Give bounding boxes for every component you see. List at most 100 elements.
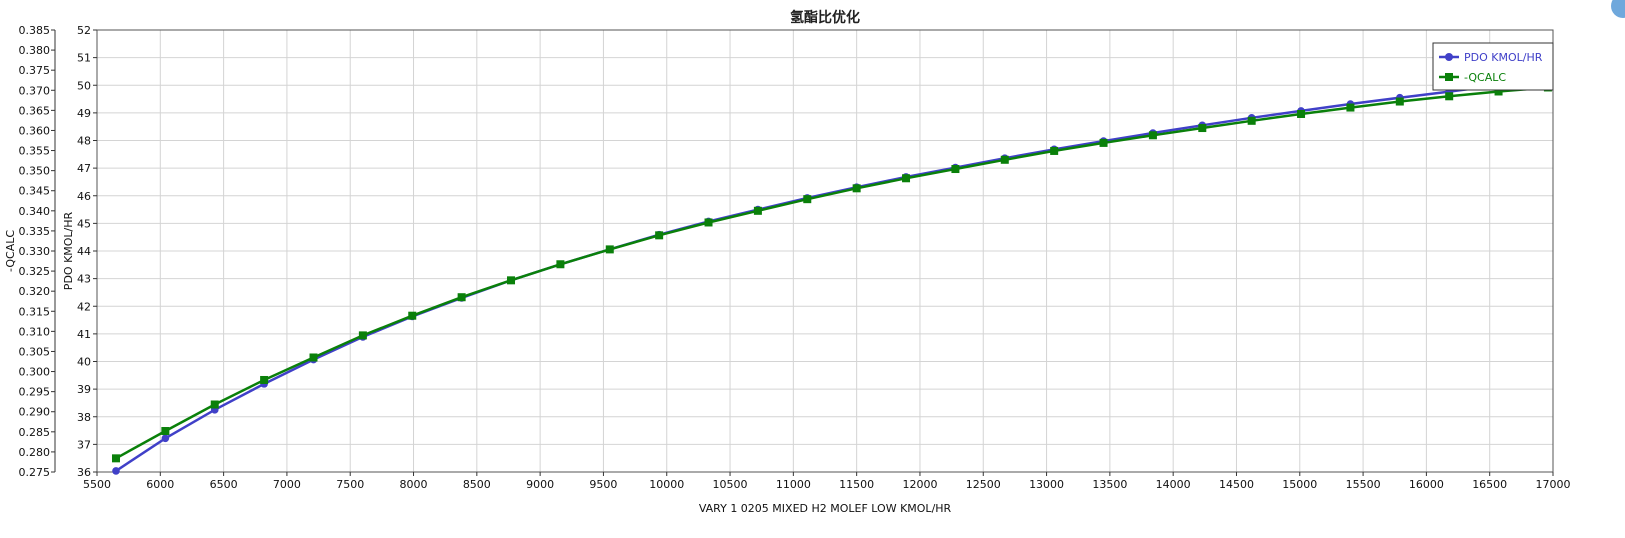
data-point [1494,87,1503,96]
data-point [161,434,170,443]
y-tick-label-pdo: 45 [77,217,91,230]
legend-item-pdo[interactable]: PDO KMOL/HR [1439,51,1543,64]
data-point [111,454,120,463]
y-tick-label-pdo: 47 [77,162,91,175]
y-tick-label-qcalc: 0.275 [19,466,51,479]
chart-title: 氢酯比优化 [790,9,860,26]
x-tick-label: 6500 [210,478,238,491]
x-tick-label: 16500 [1472,478,1507,491]
data-point [803,195,812,204]
x-tick-label: 6000 [146,478,174,491]
y-tick-label-qcalc: 0.285 [19,426,51,439]
x-tick-label: 5500 [83,478,111,491]
x-tick-label: 10000 [649,478,684,491]
data-point [260,375,269,384]
x-tick-label: 9500 [589,478,617,491]
y-axis-pdo: 36 37 38 39 40 41 42 43 44 45 46 47 48 49 50 51 52 [77,24,97,479]
series-qcalc [111,83,1552,463]
data-point [1000,155,1009,164]
data-point [1099,138,1108,147]
data-point [1247,116,1256,125]
y-tick-label-qcalc: 0.370 [19,84,51,97]
data-point [1050,146,1059,155]
legend-marker [1445,53,1453,61]
y-tick-label-pdo: 43 [77,273,91,286]
x-tick-label: 9000 [526,478,554,491]
x-tick-label: 14500 [1219,478,1254,491]
data-point [605,245,614,254]
y-tick-label-qcalc: 0.335 [19,225,51,238]
y-tick-label-pdo: 48 [77,135,91,148]
x-axis: 5500 6000 6500 7000 7500 8000 8500 9000 9500 1000… [83,472,1571,491]
x-tick-label: 15500 [1346,478,1381,491]
data-point [309,353,318,362]
y-tick-label-qcalc: 0.290 [19,406,51,419]
y-tick-label-pdo: 39 [77,383,91,396]
x-tick-label: 7000 [273,478,301,491]
y-tick-label-qcalc: 0.330 [19,245,51,258]
y-tick-label-qcalc: 0.340 [19,205,51,218]
data-point [655,231,664,240]
data-point [112,467,120,475]
data-point [556,260,565,269]
legend-box [1432,42,1554,91]
y-tick-label-qcalc: 0.295 [19,386,51,399]
y-tick-label-qcalc: 0.280 [19,446,51,459]
y-tick-label-qcalc: 0.360 [19,124,51,137]
legend[interactable]: PDO KMOL/HR -QCALC [1432,42,1554,91]
data-point [951,165,960,174]
y-tick-label-qcalc: 0.345 [19,185,51,198]
data-point [852,184,861,193]
y-tick-label-qcalc: 0.355 [19,145,51,158]
x-tick-label: 16000 [1409,478,1444,491]
y-tick-label-qcalc: 0.375 [19,64,51,77]
y-tick-label-qcalc: 0.305 [19,345,51,358]
grid [96,29,1554,473]
data-point [358,331,367,340]
x-tick-label: 13000 [1029,478,1064,491]
x-tick-label: 7500 [336,478,364,491]
x-tick-label: 14000 [1156,478,1191,491]
data-point [1395,97,1404,106]
x-tick-label: 10500 [713,478,748,491]
x-tick-label: 8500 [463,478,491,491]
y-tick-label-qcalc: 0.325 [19,265,51,278]
data-point [408,311,417,320]
series-line [115,78,1549,472]
data-point [1297,109,1306,118]
y-tick-label-pdo: 42 [77,300,91,313]
legend-marker [1445,73,1453,81]
series-line [115,86,1549,460]
data-point [753,206,762,215]
x-tick-label: 11500 [839,478,874,491]
data-point [1445,92,1454,101]
y-tick-label-qcalc: 0.320 [19,285,51,298]
legend-label: PDO KMOL/HR [1464,51,1543,64]
x-tick-label: 12500 [966,478,1001,491]
y-tick-label-pdo: 36 [77,466,91,479]
x-tick-label: 13500 [1092,478,1127,491]
corner-badge[interactable] [1611,0,1625,18]
series-pdo [112,75,1552,475]
y-tick-label-pdo: 44 [77,245,91,258]
y-tick-label-pdo: 38 [77,411,91,424]
y-tick-label-qcalc: 0.350 [19,165,51,178]
x-tick-label: 15000 [1282,478,1317,491]
y-tick-label-qcalc: 0.315 [19,305,51,318]
data-point [457,293,466,302]
data-point [902,174,911,183]
y-tick-label-pdo: 50 [77,79,91,92]
data-point [507,276,516,285]
x-tick-label: 8000 [400,478,428,491]
legend-item-qcalc[interactable]: -QCALC [1439,71,1506,84]
data-point [704,218,713,227]
y-axis-label-qcalc: -QCALC [4,230,17,272]
y-tick-label-qcalc: 0.380 [19,44,51,57]
y-tick-label-pdo: 40 [77,356,91,369]
y-tick-label-qcalc: 0.385 [19,24,51,37]
y-tick-label-pdo: 52 [77,24,91,37]
y-axis-qcalc: 0.275 0.280 0.285 0.290 0.295 0.300 0.305 0.310… [19,24,56,479]
x-tick-label: 11000 [776,478,811,491]
x-axis-label: VARY 1 0205 MIXED H2 MOLEF LOW KMOL/HR [699,502,952,515]
